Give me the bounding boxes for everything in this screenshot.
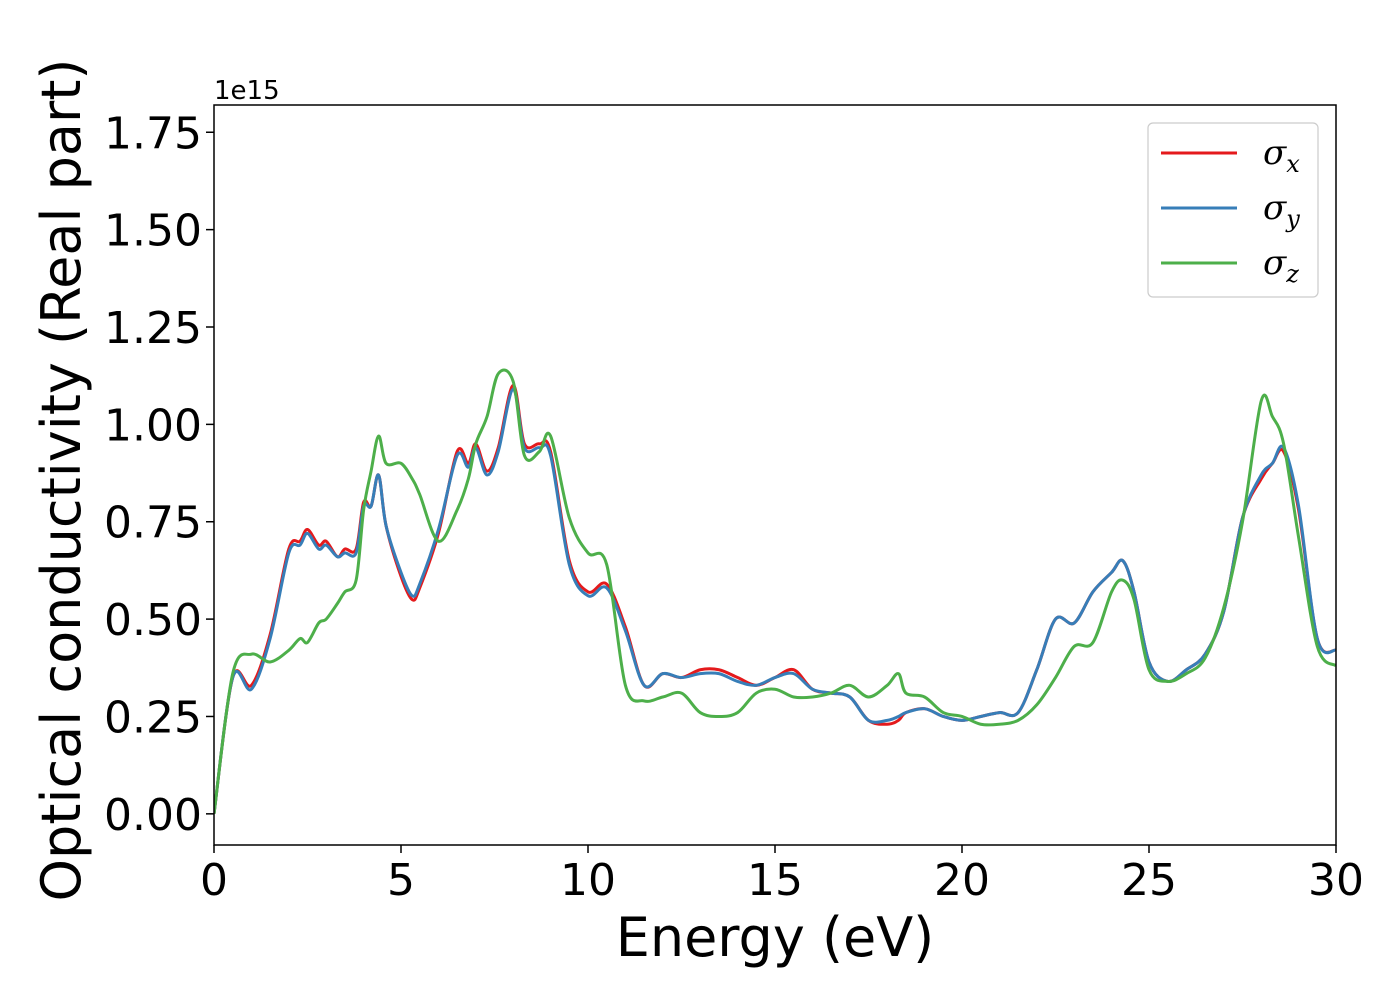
x-tick-label: 20 <box>934 855 990 906</box>
x-axis-title: Energy (eV) <box>616 906 935 969</box>
y-offset-label: 1e15 <box>214 76 280 106</box>
x-tick-label: 15 <box>747 855 803 906</box>
y-tick-label: 0.00 <box>104 790 202 841</box>
x-tick-label: 25 <box>1121 855 1177 906</box>
y-tick-label: 1.25 <box>104 303 202 354</box>
x-tick-label: 10 <box>560 855 616 906</box>
y-tick-label: 0.25 <box>104 692 202 743</box>
y-axis: 0.00 0.25 0.50 0.75 1.00 1.25 1.50 1.75 <box>104 108 214 841</box>
series-line-z <box>214 368 1336 815</box>
y-tick-label: 0.75 <box>104 498 202 549</box>
y-tick-label: 0.50 <box>104 595 202 646</box>
legend-label-y: σy <box>1263 188 1300 233</box>
x-tick-label: 0 <box>200 855 228 906</box>
x-axis: 0 5 10 15 20 25 30 <box>200 845 1364 906</box>
legend: σx σy σz <box>1147 122 1319 298</box>
series-layer <box>214 368 1336 815</box>
x-tick-label: 30 <box>1308 855 1364 906</box>
y-tick-label: 1.50 <box>104 206 202 257</box>
legend-label-x: σx <box>1263 133 1300 178</box>
y-tick-label: 1.00 <box>104 400 202 451</box>
y-tick-label: 1.75 <box>104 108 202 159</box>
x-tick-label: 5 <box>387 855 415 906</box>
legend-box <box>1147 122 1319 298</box>
legend-label-z: σz <box>1263 243 1299 288</box>
y-axis-title: Optical conductivity (Real part) <box>30 59 93 902</box>
